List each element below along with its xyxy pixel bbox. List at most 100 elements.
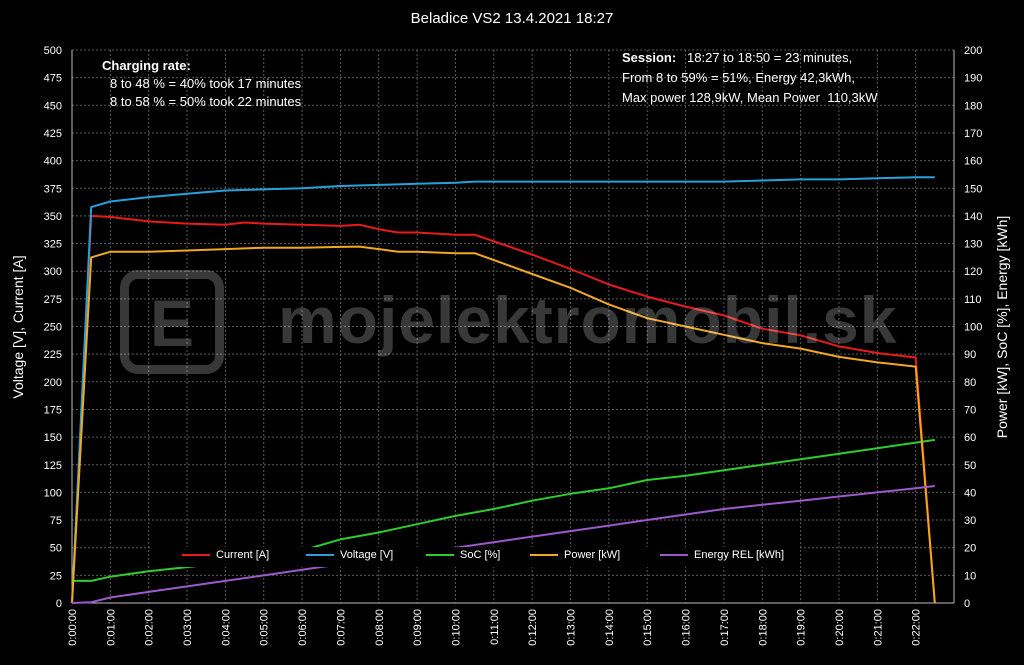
y-tick-right-label: 200 xyxy=(964,45,982,57)
y-tick-right-label: 40 xyxy=(964,487,976,499)
y-tick-right-label: 30 xyxy=(964,515,976,527)
session-line-3: Max power 128,9kW, Mean Power 110,3kW xyxy=(622,90,878,105)
x-tick-label: 0:14:00 xyxy=(604,609,616,646)
x-tick-label: 0:11:00 xyxy=(489,609,501,645)
session-line-2: From 8 to 59% = 51%, Energy 42,3kWh, xyxy=(622,70,856,85)
x-tick-label: 0:17:00 xyxy=(719,609,731,646)
y-tick-right-label: 10 xyxy=(964,570,976,582)
series-current-line xyxy=(71,214,936,604)
legend-swatch-voltage xyxy=(306,554,334,557)
y-tick-left-label: 350 xyxy=(44,211,62,223)
x-tick-label: 0:20:00 xyxy=(834,609,846,646)
y-tick-right-label: 150 xyxy=(964,183,982,195)
y-tick-left-label: 200 xyxy=(44,377,62,389)
x-tick-label: 0:06:00 xyxy=(297,609,309,646)
y-tick-left-label: 425 xyxy=(44,128,62,140)
y-tick-right-label: 70 xyxy=(964,404,976,416)
y-tick-right-label: 80 xyxy=(964,377,976,389)
y-tick-right-label: 180 xyxy=(964,100,982,112)
y-tick-left-label: 0 xyxy=(56,598,62,610)
y-axis-right-label: Power [kW], SoC [%], Energy [kWh] xyxy=(994,215,1010,439)
y-tick-left-label: 400 xyxy=(44,156,62,168)
y-tick-right-label: 100 xyxy=(964,322,982,334)
y-tick-right-label: 120 xyxy=(964,266,982,278)
charging-rate-line-2: 8 to 58 % = 50% took 22 minutes xyxy=(110,94,302,109)
x-tick-label: 0:13:00 xyxy=(566,609,578,646)
y-tick-right-label: 20 xyxy=(964,543,976,555)
x-tick-label: 0:09:00 xyxy=(412,609,424,646)
watermark: E mojelektromobil.sk xyxy=(120,270,920,380)
series-energy-line xyxy=(71,485,935,604)
y-tick-left-label: 225 xyxy=(44,349,62,361)
y-tick-left-label: 25 xyxy=(50,570,62,582)
x-tick-label: 0:12:00 xyxy=(527,609,539,646)
x-tick-label: 0:08:00 xyxy=(374,609,386,646)
x-tick-label: 0:03:00 xyxy=(182,609,194,646)
x-tick-label: 0:19:00 xyxy=(796,609,808,646)
legend: Current [A] Voltage [V] SoC [%] Power [k… xyxy=(150,547,800,567)
charging-rate-line-1: 8 to 48 % = 40% took 17 minutes xyxy=(110,76,302,91)
x-tick-label: 0:05:00 xyxy=(259,609,271,646)
watermark-logo: E xyxy=(120,270,224,374)
y-tick-right-label: 90 xyxy=(964,349,976,361)
session-annotation: Session: 18:27 to 18:50 = 23 minutes, xyxy=(622,49,852,66)
y-tick-left-label: 450 xyxy=(44,100,62,112)
grid xyxy=(71,49,954,604)
x-tick-label: 0:02:00 xyxy=(144,609,156,646)
y-tick-right-label: 0 xyxy=(964,598,970,610)
y-tick-left-label: 275 xyxy=(44,294,62,306)
y-tick-left-label: 250 xyxy=(44,322,62,334)
y-tick-left-label: 375 xyxy=(44,183,62,195)
legend-swatch-soc xyxy=(426,554,454,557)
y-tick-right-label: 190 xyxy=(964,73,982,85)
y-tick-right-label: 60 xyxy=(964,432,976,444)
axes: 0255075100125150175200225250275300325350… xyxy=(44,45,983,646)
chart-title: Beladice VS2 13.4.2021 18:27 xyxy=(410,10,614,27)
charging-rate-title: Charging rate: xyxy=(102,58,191,73)
watermark-text: mojelektromobil.sk xyxy=(278,283,898,357)
x-tick-label: 0:04:00 xyxy=(220,609,232,646)
x-tick-label: 0:22:00 xyxy=(911,609,923,646)
legend-item-current: Current [A] xyxy=(182,549,269,561)
y-tick-right-label: 130 xyxy=(964,239,982,251)
x-tick-label: 0:18:00 xyxy=(757,609,769,646)
charging-rate-annotation: Charging rate: xyxy=(102,57,191,74)
x-tick-label: 0:15:00 xyxy=(642,609,654,646)
y-tick-left-label: 175 xyxy=(44,404,62,416)
legend-item-energy: Energy REL [kWh] xyxy=(660,549,784,561)
y-tick-left-label: 325 xyxy=(44,239,62,251)
x-tick-label: 0:21:00 xyxy=(872,609,884,646)
legend-swatch-power xyxy=(530,554,558,557)
legend-item-soc: SoC [%] xyxy=(426,549,500,561)
x-tick-label: 0:00:00 xyxy=(67,609,79,646)
y-tick-right-label: 140 xyxy=(964,211,982,223)
y-tick-left-label: 75 xyxy=(50,515,62,527)
y-tick-left-label: 475 xyxy=(44,73,62,85)
x-tick-label: 0:10:00 xyxy=(450,609,462,646)
y-axis-left-label: Voltage [V], Current [A] xyxy=(10,255,26,399)
series-power-line xyxy=(71,245,936,604)
y-tick-right-label: 160 xyxy=(964,156,982,168)
legend-item-power: Power [kW] xyxy=(530,549,620,561)
y-tick-left-label: 125 xyxy=(44,460,62,472)
series-soc-line xyxy=(72,438,935,582)
y-tick-left-label: 300 xyxy=(44,266,62,278)
x-tick-label: 0:16:00 xyxy=(681,609,693,646)
y-tick-left-label: 50 xyxy=(50,543,62,555)
legend-swatch-current xyxy=(182,554,210,557)
y-tick-right-label: 170 xyxy=(964,128,982,140)
series-voltage-line xyxy=(71,176,935,604)
y-tick-left-label: 100 xyxy=(44,487,62,499)
y-tick-right-label: 50 xyxy=(964,460,976,472)
x-tick-label: 0:07:00 xyxy=(335,609,347,646)
series-lines xyxy=(71,176,936,604)
x-tick-label: 0:01:00 xyxy=(105,609,117,646)
y-tick-right-label: 110 xyxy=(964,294,982,306)
y-tick-left-label: 150 xyxy=(44,432,62,444)
session-line-1: 18:27 to 18:50 = 23 minutes, xyxy=(687,50,853,65)
y-tick-left-label: 500 xyxy=(44,45,62,57)
legend-item-voltage: Voltage [V] xyxy=(306,549,393,561)
legend-swatch-energy xyxy=(660,554,688,557)
session-label: Session: xyxy=(622,50,677,65)
